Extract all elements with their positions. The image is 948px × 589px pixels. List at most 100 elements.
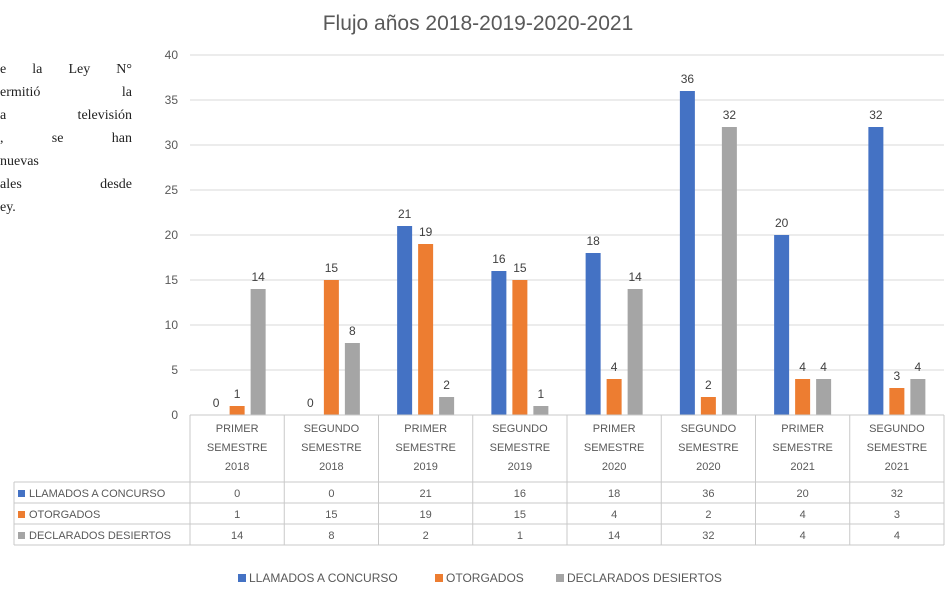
category-label: SEMESTRE xyxy=(395,442,456,454)
data-table: PRIMERSEMESTRE2018SEGUNDOSEMESTRE2018PRI… xyxy=(13,414,945,546)
legend-label: DECLARADOS DESIERTOS xyxy=(567,571,722,585)
data-label: 2 xyxy=(443,378,450,392)
table-cell: 36 xyxy=(702,488,714,500)
data-label: 0 xyxy=(213,396,220,410)
bar xyxy=(816,379,832,415)
category-label: 2020 xyxy=(696,461,720,473)
side-paragraph: e la Ley N° ermitió la a televisión , se… xyxy=(0,58,132,219)
category-label: 2019 xyxy=(413,461,437,473)
bar xyxy=(774,235,790,415)
category-label: PRIMER xyxy=(216,423,259,435)
bar xyxy=(700,397,716,415)
data-label: 36 xyxy=(681,72,695,86)
table-cell: 4 xyxy=(800,530,806,542)
side-text-line: nuevas xyxy=(0,154,39,169)
data-label: 19 xyxy=(419,225,433,239)
legend-label: OTORGADOS xyxy=(446,571,524,585)
legend-label: LLAMADOS A CONCURSO xyxy=(249,571,398,585)
data-label: 18 xyxy=(586,234,600,248)
legend-key xyxy=(18,511,25,518)
y-tick-label: 15 xyxy=(165,273,179,287)
gridlines xyxy=(190,54,944,416)
y-tick-label: 30 xyxy=(165,138,179,152)
data-label: 15 xyxy=(325,261,339,275)
y-tick-label: 35 xyxy=(165,93,179,107)
side-text-line: , se han xyxy=(0,131,132,146)
category-label: 2018 xyxy=(319,461,343,473)
bar xyxy=(721,127,737,415)
row-label: LLAMADOS A CONCURSO xyxy=(29,488,166,500)
category-label: SEMESTRE xyxy=(867,442,928,454)
y-tick-label: 25 xyxy=(165,183,179,197)
bar xyxy=(323,280,339,415)
table-cell: 1 xyxy=(234,509,240,521)
bar xyxy=(439,397,455,415)
table-cell: 1 xyxy=(517,530,523,542)
table-cell: 16 xyxy=(514,488,526,500)
row-label: OTORGADOS xyxy=(29,509,100,521)
category-label: SEMESTRE xyxy=(678,442,739,454)
legend-swatch xyxy=(238,574,246,582)
data-label: 3 xyxy=(894,369,901,383)
data-label: 8 xyxy=(349,324,356,338)
category-label: PRIMER xyxy=(593,423,636,435)
category-label: SEGUNDO xyxy=(492,423,548,435)
category-label: SEMESTRE xyxy=(207,442,268,454)
bar xyxy=(512,280,528,415)
table-cell: 8 xyxy=(328,530,334,542)
category-label: SEGUNDO xyxy=(869,423,925,435)
data-label: 16 xyxy=(492,252,506,266)
y-tick-label: 20 xyxy=(165,228,179,242)
table-cell: 21 xyxy=(420,488,432,500)
bar xyxy=(250,289,266,415)
table-cell: 3 xyxy=(894,509,900,521)
bar xyxy=(606,379,622,415)
category-label: PRIMER xyxy=(781,423,824,435)
table-cell: 14 xyxy=(231,530,243,542)
table-cell: 19 xyxy=(420,509,432,521)
table-cell: 4 xyxy=(894,530,900,542)
category-label: SEMESTRE xyxy=(584,442,645,454)
category-label: SEMESTRE xyxy=(490,442,551,454)
bar xyxy=(397,226,413,415)
legend-swatch xyxy=(435,574,443,582)
legend-key xyxy=(18,490,25,497)
bar xyxy=(344,343,360,415)
y-tick-label: 0 xyxy=(171,408,178,422)
chart-title: Flujo años 2018-2019-2020-2021 xyxy=(323,12,634,35)
side-text-line: ales desde xyxy=(0,177,132,192)
side-text-line: ey. xyxy=(0,200,16,215)
bar xyxy=(418,244,434,415)
row-label: DECLARADOS DESIERTOS xyxy=(29,530,171,542)
category-label: SEGUNDO xyxy=(304,423,360,435)
category-label: 2020 xyxy=(602,461,626,473)
bar xyxy=(533,406,549,415)
table-cell: 15 xyxy=(514,509,526,521)
bar xyxy=(491,271,507,415)
table-cell: 4 xyxy=(611,509,617,521)
data-label: 1 xyxy=(234,387,241,401)
data-label: 4 xyxy=(799,360,806,374)
data-label: 15 xyxy=(513,261,527,275)
data-label: 20 xyxy=(775,216,789,230)
side-text-line: e la Ley N° xyxy=(0,62,132,77)
category-label: 2018 xyxy=(225,461,249,473)
category-label: 2021 xyxy=(885,461,909,473)
table-cell: 0 xyxy=(328,488,334,500)
table-cell: 2 xyxy=(705,509,711,521)
category-label: SEGUNDO xyxy=(681,423,737,435)
data-label: 4 xyxy=(820,360,827,374)
data-label: 14 xyxy=(628,270,642,284)
bar xyxy=(868,127,884,415)
bar xyxy=(229,406,245,415)
y-tick-label: 5 xyxy=(171,363,178,377)
category-label: PRIMER xyxy=(404,423,447,435)
legend-swatch xyxy=(556,574,564,582)
data-label: 4 xyxy=(611,360,618,374)
y-tick-label: 10 xyxy=(165,318,179,332)
category-label: SEMESTRE xyxy=(772,442,833,454)
category-label: 2021 xyxy=(790,461,814,473)
table-cell: 15 xyxy=(325,509,337,521)
table-cell: 4 xyxy=(800,509,806,521)
